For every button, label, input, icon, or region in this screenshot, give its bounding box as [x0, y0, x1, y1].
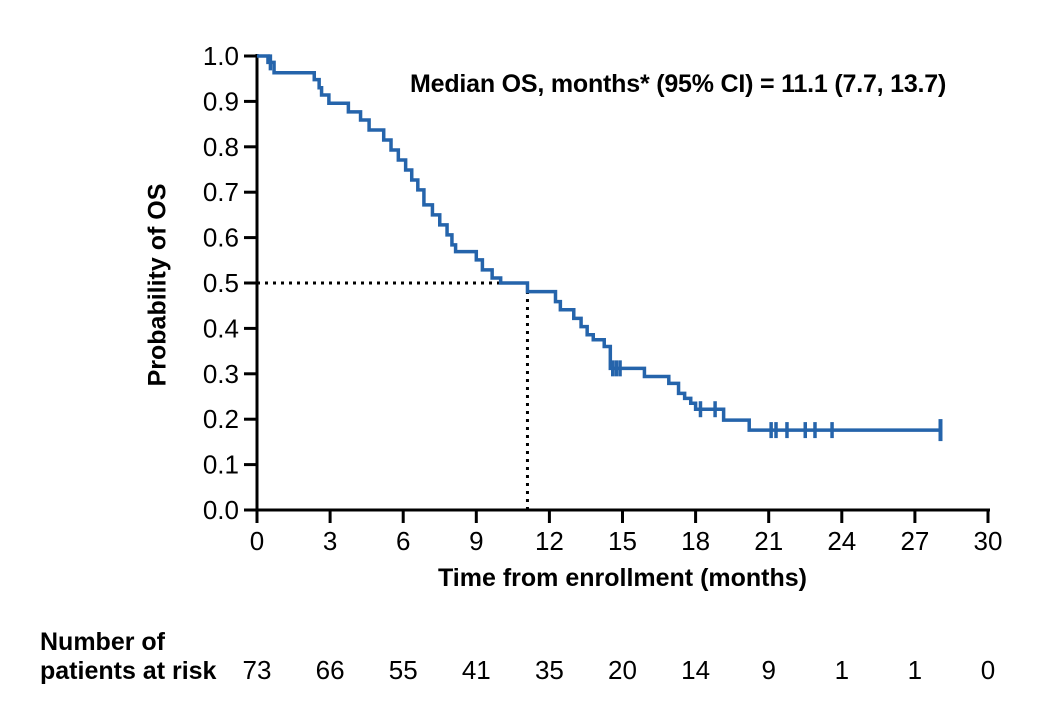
y-tick-label: 0.5 — [203, 268, 239, 298]
y-tick-label: 1.0 — [203, 41, 239, 71]
x-tick-label: 30 — [974, 526, 1003, 556]
y-tick-label: 0.1 — [203, 450, 239, 480]
x-tick-label: 9 — [469, 526, 483, 556]
y-axis-title: Probability of OS — [143, 183, 172, 387]
risk-table-value: 20 — [608, 655, 637, 685]
x-tick-label: 3 — [323, 526, 337, 556]
risk-table-label-line1: Number of — [40, 628, 165, 656]
x-tick-label: 24 — [827, 526, 856, 556]
x-tick-label: 18 — [681, 526, 710, 556]
median-os-annotation: Median OS, months* (95% CI) = 11.1 (7.7,… — [410, 70, 947, 98]
risk-table-label: Number of patients at risk — [40, 628, 216, 686]
risk-table-value: 0 — [981, 655, 995, 685]
x-tick-label: 27 — [900, 526, 929, 556]
y-tick-label: 0.8 — [203, 132, 239, 162]
x-tick-label: 12 — [535, 526, 564, 556]
risk-table-value: 14 — [681, 655, 710, 685]
risk-table-value: 9 — [761, 655, 775, 685]
risk-table-value: 73 — [243, 655, 272, 685]
risk-table-label-line2: patients at risk — [40, 657, 217, 685]
y-tick-label: 0.4 — [203, 313, 239, 343]
risk-table-value: 41 — [462, 655, 491, 685]
risk-table-value: 66 — [316, 655, 345, 685]
y-tick-label: 0.2 — [203, 404, 239, 434]
risk-table-value: 55 — [389, 655, 418, 685]
y-tick-label: 0.9 — [203, 86, 239, 116]
risk-table-value: 1 — [908, 655, 922, 685]
y-tick-label: 0.0 — [203, 495, 239, 525]
x-tick-label: 0 — [250, 526, 264, 556]
x-axis-title: Time from enrollment (months) — [437, 564, 807, 592]
x-tick-label: 6 — [396, 526, 410, 556]
risk-table-value: 35 — [535, 655, 564, 685]
x-tick-label: 15 — [608, 526, 637, 556]
survival-curve — [257, 54, 941, 432]
y-tick-label: 0.7 — [203, 177, 239, 207]
y-tick-label: 0.6 — [203, 223, 239, 253]
risk-table-value: 1 — [835, 655, 849, 685]
y-tick-label: 0.3 — [203, 359, 239, 389]
x-tick-label: 21 — [754, 526, 783, 556]
